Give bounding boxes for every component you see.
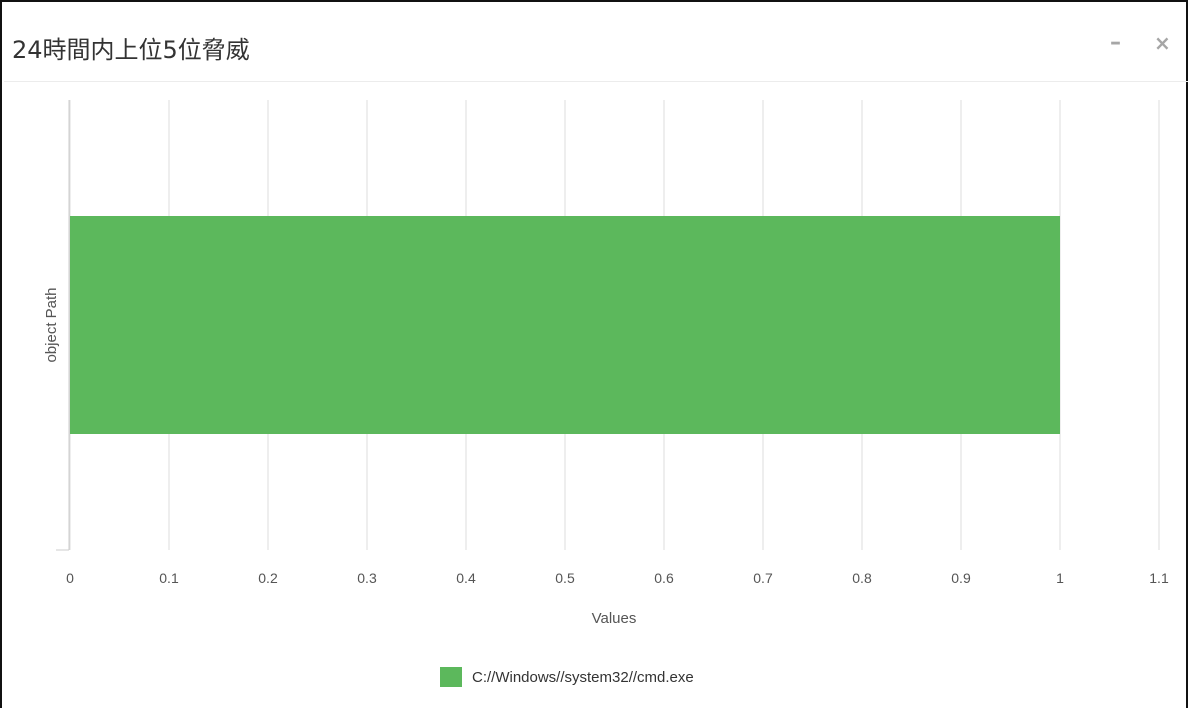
panel-title: 24時間内上位5位脅威	[12, 36, 250, 64]
x-tick-label: 0.1	[159, 570, 179, 586]
close-icon[interactable]: ×	[1154, 31, 1171, 55]
x-tick-label: 0.2	[258, 570, 278, 586]
axes	[56, 100, 70, 551]
x-tick-label: 0.4	[456, 570, 476, 586]
legend-swatch	[440, 667, 462, 687]
x-tick-label: 0.8	[852, 570, 872, 586]
x-tick-label: 1.1	[1149, 570, 1169, 586]
x-tick-label: 0.5	[555, 570, 575, 586]
x-tick-label: 1	[1056, 570, 1064, 586]
x-tick-label: 0.9	[951, 570, 971, 586]
x-axis-title: Values	[592, 610, 637, 627]
y-axis-title: object Path	[43, 287, 60, 362]
bar[interactable]	[70, 216, 1060, 434]
panel-header: 24時間内上位5位脅威 – ×	[4, 4, 1188, 82]
x-tick-label: 0.6	[654, 570, 674, 586]
x-tick-label: 0	[66, 570, 74, 586]
x-tick-label: 0.7	[753, 570, 773, 586]
legend-label: C://Windows//system32//cmd.exe	[472, 668, 694, 686]
minimize-icon[interactable]: –	[1110, 30, 1121, 55]
x-tick-labels: 0 0.1 0.2 0.3 0.4 0.5 0.6 0.7 0.8 0.9 1 1.1	[66, 570, 1169, 586]
bars	[70, 216, 1060, 434]
x-tick-label: 0.3	[357, 570, 377, 586]
chart-legend: C://Windows//system32//cmd.exe	[440, 666, 694, 688]
